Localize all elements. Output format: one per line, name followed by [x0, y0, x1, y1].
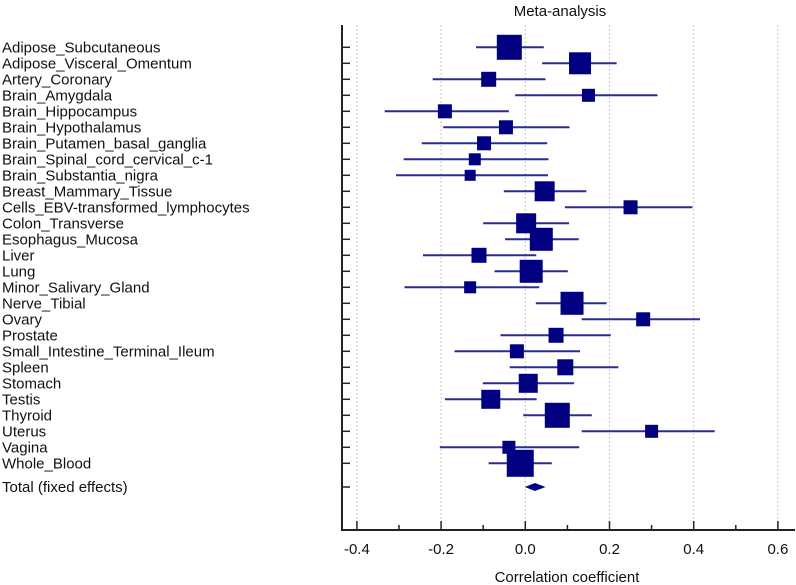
- study-label: Ovary: [2, 311, 43, 328]
- study-label: Brain_Amygdala: [2, 87, 113, 104]
- study-label: Stomach: [2, 375, 61, 392]
- effect-marker: [464, 169, 476, 181]
- total-label: Total (fixed effects): [2, 479, 128, 496]
- x-tick-label: 0.0: [515, 541, 536, 558]
- effect-marker: [481, 389, 501, 409]
- effect-marker: [645, 424, 659, 438]
- effect-marker: [509, 344, 524, 359]
- effect-marker: [481, 71, 497, 87]
- effect-marker: [437, 104, 452, 119]
- effect-marker: [569, 52, 592, 75]
- effect-marker: [581, 88, 595, 102]
- effect-marker: [560, 291, 584, 315]
- study-label: Colon_Transverse: [2, 215, 124, 232]
- x-tick-label: -0.4: [344, 541, 370, 558]
- study-label: Minor_Salivary_Gland: [2, 279, 150, 296]
- x-tick-label: -0.2: [428, 541, 454, 558]
- effect-marker: [471, 247, 487, 263]
- study-label: Uterus: [2, 423, 46, 440]
- effect-marker: [496, 34, 522, 60]
- study-label: Liver: [2, 247, 35, 264]
- effect-marker: [544, 402, 570, 428]
- effect-marker: [464, 281, 477, 294]
- study-label: Cells_EBV-transformed_lymphocytes: [2, 199, 250, 216]
- study-label: Spleen: [2, 359, 49, 376]
- study-label: Adipose_Visceral_Omentum: [2, 55, 192, 72]
- x-axis-label: Correlation coefficient: [495, 569, 641, 585]
- x-tick-label: 0.2: [599, 541, 620, 558]
- effect-marker: [529, 227, 553, 251]
- study-label: Adipose_Subcutaneous: [2, 39, 160, 56]
- effect-marker: [468, 153, 481, 166]
- effect-marker: [557, 359, 574, 376]
- total-diamond: [524, 483, 546, 491]
- study-label: Esophagus_Mucosa: [2, 231, 139, 248]
- study-label: Breast_Mammary_Tissue: [2, 183, 172, 200]
- chart-title: Meta-analysis: [514, 3, 607, 20]
- effect-marker: [506, 449, 534, 477]
- effect-marker: [498, 120, 513, 135]
- effect-marker: [519, 259, 543, 283]
- study-label: Brain_Substantia_nigra: [2, 167, 159, 184]
- effect-marker: [534, 181, 555, 202]
- study-label: Brain_Putamen_basal_ganglia: [2, 135, 207, 152]
- study-label: Prostate: [2, 327, 58, 344]
- effect-marker: [477, 136, 492, 151]
- study-label: Thyroid: [2, 407, 52, 424]
- study-label: Small_Intestine_Terminal_Ileum: [2, 343, 215, 360]
- x-tick-label: 0.6: [767, 541, 788, 558]
- study-label: Brain_Spinal_cord_cervical_c-1: [2, 151, 213, 168]
- study-label: Testis: [2, 391, 40, 408]
- effect-marker: [548, 327, 564, 343]
- effect-marker: [623, 200, 638, 215]
- effect-marker: [518, 373, 538, 393]
- study-label: Nerve_Tibial: [2, 295, 86, 312]
- study-label: Brain_Hippocampus: [2, 103, 137, 120]
- study-label: Whole_Blood: [2, 455, 91, 472]
- effect-marker: [636, 312, 651, 327]
- study-label: Lung: [2, 263, 35, 280]
- study-label: Brain_Hypothalamus: [2, 119, 141, 136]
- study-label: Vagina: [2, 439, 48, 456]
- x-tick-label: 0.4: [683, 541, 704, 558]
- study-label: Artery_Coronary: [2, 71, 113, 88]
